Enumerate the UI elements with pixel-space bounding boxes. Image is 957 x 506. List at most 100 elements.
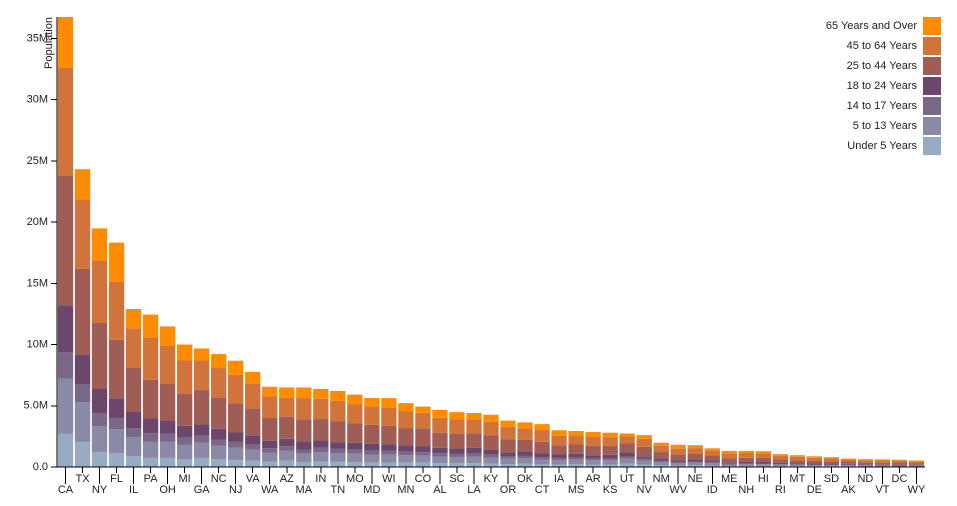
bar-segment — [211, 459, 227, 467]
bar-segment — [619, 458, 635, 464]
x-tick-label: PA — [144, 473, 159, 485]
bar-segment — [517, 422, 533, 429]
bar-segment — [279, 450, 295, 461]
bar-segment — [636, 438, 652, 447]
bar-segment — [568, 464, 584, 467]
bar-segment — [449, 453, 465, 457]
bar-segment — [585, 432, 601, 438]
bar-segment — [704, 460, 720, 462]
bar-segment — [551, 460, 567, 465]
bar-segment — [74, 442, 91, 467]
bar-segment — [159, 433, 176, 442]
bar-segment — [483, 414, 499, 422]
bar-segment — [296, 441, 312, 450]
bar-segment — [57, 67, 74, 176]
bar-segment — [534, 459, 550, 465]
bar-segment — [330, 390, 346, 401]
legend-swatch — [923, 57, 941, 75]
bar-segment — [874, 465, 891, 467]
bar-segment — [466, 447, 482, 454]
x-tick-label: NH — [738, 484, 754, 496]
bar-segment — [347, 462, 363, 467]
bar-segment — [551, 430, 567, 436]
bar-segment — [500, 458, 516, 465]
x-tick-label: NE — [688, 473, 703, 485]
bar-segment — [687, 461, 703, 463]
bar-segment — [840, 465, 857, 467]
bar-segment — [74, 384, 91, 403]
x-tick-label: NC — [211, 473, 227, 485]
bar-segment — [568, 453, 584, 458]
bar-segment — [653, 442, 669, 446]
bar-segment — [653, 452, 669, 459]
legend-swatch — [923, 117, 941, 135]
bar-segment — [653, 445, 669, 453]
bar-segment — [228, 374, 244, 404]
bar-segment — [636, 464, 652, 467]
bar-segment — [704, 455, 720, 461]
bar-segment — [772, 462, 788, 465]
bar-segment — [74, 402, 91, 443]
bar-segment — [636, 435, 652, 439]
x-tick-label: IA — [554, 473, 565, 485]
x-tick-label: HI — [758, 473, 769, 485]
x-tick-label: IN — [315, 473, 326, 485]
x-tick-label: AR — [585, 473, 600, 485]
bar-segment — [432, 463, 448, 467]
bar-segment — [738, 461, 754, 464]
x-tick-label: VA — [246, 473, 261, 485]
bar-segment — [398, 462, 414, 467]
bar-segment — [772, 464, 788, 465]
bar-segment — [449, 448, 465, 454]
bar-segment — [125, 428, 142, 437]
bar-segment — [194, 348, 210, 361]
bar-segment — [789, 464, 806, 467]
bar-segment — [653, 458, 669, 461]
legend-swatch — [923, 37, 941, 55]
bar-segment — [517, 451, 533, 456]
bar-segment — [500, 426, 516, 440]
bar-segment — [585, 437, 601, 446]
x-tick-label: MS — [568, 484, 585, 496]
bar-segment — [108, 417, 125, 430]
bar-segment — [891, 464, 908, 466]
bar-segment — [466, 456, 482, 464]
x-tick-label: AL — [433, 484, 446, 496]
x-tick-label: TN — [330, 484, 345, 496]
bar-segment — [874, 460, 891, 463]
bar-segment — [262, 452, 278, 462]
y-tick-label: 20M — [27, 216, 48, 228]
bar-segment — [279, 438, 295, 447]
bar-segment — [330, 421, 346, 443]
bar-segment — [398, 403, 414, 412]
y-tick-label: 15M — [27, 277, 48, 289]
bar-segment — [142, 441, 159, 458]
legend-label: 14 to 17 Years — [847, 100, 918, 112]
bar-segment — [194, 457, 210, 467]
bar-segment — [687, 445, 703, 449]
bar-segment — [142, 457, 159, 467]
bar-segment — [908, 465, 925, 467]
bar-segment — [551, 458, 567, 461]
bar-segment — [159, 326, 176, 346]
bar-segment — [891, 465, 908, 467]
bar-segment — [670, 460, 686, 463]
bar-segment — [789, 463, 806, 465]
bar-segment — [823, 457, 840, 459]
bar-segment — [347, 404, 363, 424]
bar-segment — [857, 465, 874, 467]
bar-segment — [585, 445, 601, 456]
bar-segment — [381, 425, 397, 445]
bar-segment — [551, 464, 567, 467]
bar-segment — [772, 454, 788, 456]
bar-segment — [228, 360, 244, 375]
bar-segment — [57, 175, 74, 306]
bar-segment — [636, 446, 652, 457]
bar-segment — [228, 441, 244, 448]
bar-segment — [415, 446, 431, 453]
bar-segment — [74, 268, 91, 355]
bar-segment — [432, 432, 448, 448]
bar-segment — [755, 453, 771, 458]
x-tick-label: CT — [535, 484, 550, 496]
x-tick-label: MN — [397, 484, 414, 496]
